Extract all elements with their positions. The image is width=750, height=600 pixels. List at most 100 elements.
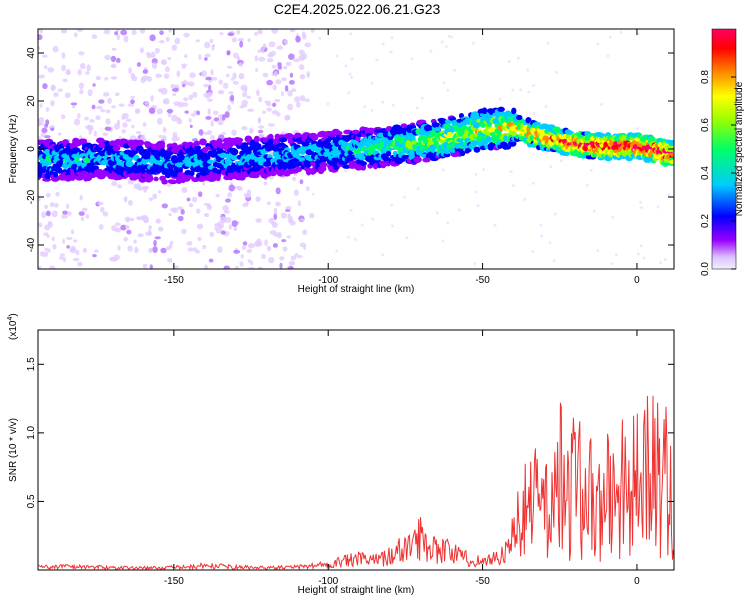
spectrogram-cell — [228, 185, 235, 192]
spectrogram-cell — [281, 77, 287, 81]
spectrogram-cell — [283, 66, 287, 70]
spectrogram-cell — [441, 239, 444, 242]
spectrogram-cell — [473, 262, 476, 265]
spectrogram-cell — [446, 221, 449, 224]
spectrogram-cell — [281, 91, 284, 96]
spectrogram-cell — [546, 42, 549, 45]
spectrogram-cell — [89, 130, 92, 134]
spectrogram-cell — [121, 115, 124, 120]
y-tick-label: 1.5 — [26, 357, 37, 371]
spectrogram-cell — [245, 194, 251, 198]
spectrogram-cell — [58, 88, 63, 92]
spectrogram-cell — [210, 39, 214, 43]
spectrogram-cell — [79, 211, 85, 216]
spectrogram-cell — [151, 52, 156, 58]
spectrogram-cell — [519, 88, 522, 91]
spectrogram-cell — [155, 74, 162, 79]
spectrogram-cell — [257, 29, 262, 34]
spectrogram-cell — [207, 99, 213, 102]
spectrogram-cell — [232, 72, 236, 79]
spectrogram-cell — [78, 51, 84, 55]
spectrogram-cell — [302, 34, 307, 40]
colorbar-tick-label: 0.4 — [700, 166, 711, 180]
y-tick-label: 40 — [26, 47, 37, 59]
spectrogram-cell — [197, 237, 201, 241]
spectrogram-cell — [611, 216, 614, 219]
spectrogram-cell — [636, 127, 639, 130]
spectrogram-cell — [482, 107, 487, 114]
spectrogram-cell — [486, 136, 492, 142]
spectrogram-cell — [610, 262, 613, 265]
spectrogram-cell — [283, 39, 288, 44]
spectrogram-cell — [153, 240, 156, 247]
spectrogram-cell — [233, 250, 240, 254]
spectrogram-cell — [167, 109, 173, 113]
spectrogram-cell — [120, 30, 127, 36]
spectrogram-cell — [391, 225, 394, 228]
spectrogram-cell — [241, 126, 247, 130]
spectrogram-cell — [111, 76, 118, 79]
spectrogram-cell — [390, 203, 393, 206]
spectrogram-cell — [239, 41, 243, 48]
spectrogram-cell — [41, 128, 47, 134]
spectrogram-cell — [201, 70, 207, 77]
spectrogram-cell — [140, 47, 144, 53]
spectrogram-cell — [221, 230, 226, 234]
spectrogram-cell — [154, 177, 159, 182]
spectrogram-cell — [131, 125, 134, 129]
spectrogram-cell — [297, 255, 303, 258]
spectrogram-cell — [482, 168, 485, 171]
spectrogram-cell — [96, 76, 101, 80]
spectrogram-cell — [127, 245, 132, 252]
spectrogram-cell — [41, 211, 46, 218]
spectrogram-cell — [300, 218, 305, 221]
spectrogram-cell — [189, 118, 192, 122]
spectrogram-cell — [474, 147, 481, 153]
spectrogram-cell — [123, 237, 128, 242]
spectrogram-cell — [600, 103, 603, 106]
spectrogram-cell — [95, 115, 100, 120]
spectrogram-cell — [219, 80, 223, 85]
spectrogram-cell — [434, 127, 440, 132]
spectrogram-cell — [642, 257, 645, 260]
spectrogram-cell — [203, 93, 208, 98]
spectrogram-cell — [560, 159, 563, 162]
spectrogram-cell — [281, 239, 286, 242]
spectrogram-cell — [44, 65, 47, 69]
spectrogram-cell — [203, 84, 209, 87]
spectrogram-cell — [289, 216, 293, 221]
spectrogram-cell — [198, 191, 202, 197]
spectrogram-cell — [609, 36, 612, 39]
spectrogram-cell — [216, 175, 221, 181]
spectrogram-cell — [443, 81, 446, 84]
spectrogram-cell — [62, 239, 65, 244]
spectrogram-cell — [128, 67, 132, 74]
spectrogram-cell — [213, 111, 218, 115]
spectrogram-cell — [410, 57, 413, 60]
spectrogram-cell — [81, 217, 84, 221]
colorbar-tick-label: 0.8 — [700, 70, 711, 84]
spectrogram-cell — [220, 32, 224, 35]
spectrogram-cell — [274, 99, 280, 102]
spectrogram-cell — [173, 132, 178, 138]
spectrogram-cell — [66, 204, 69, 209]
spectrogram-cell — [656, 205, 659, 208]
spectrogram-cell — [510, 170, 513, 173]
spectrogram-cell — [145, 101, 150, 105]
spectrogram-cell — [126, 230, 131, 235]
spectrogram-cell — [256, 239, 262, 245]
spectrogram-cell — [117, 34, 120, 40]
spectrogram-cell — [354, 238, 357, 241]
spectrogram-cell — [474, 191, 477, 194]
spectrogram-cell — [274, 208, 278, 214]
spectrogram-cell — [279, 256, 284, 260]
spectrogram-cell — [160, 248, 166, 254]
spectrogram-cell — [182, 65, 186, 69]
spectrogram-cell — [147, 174, 153, 179]
spectrogram-cell — [296, 102, 301, 108]
spectrogram-cell — [306, 71, 310, 78]
spectrogram-cell — [442, 168, 445, 171]
spectrogram-cell — [66, 245, 70, 249]
spectrogram-cell — [39, 103, 42, 108]
